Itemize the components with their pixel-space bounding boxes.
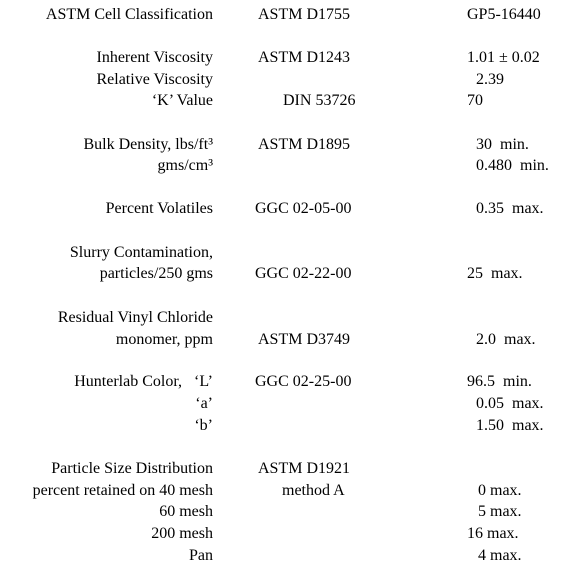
property-label: ‘b’ xyxy=(194,417,213,434)
spec-value: 4 max. xyxy=(478,547,522,564)
test-method: DIN 53726 xyxy=(283,92,356,109)
property-label: ‘K’ Value xyxy=(151,92,213,109)
property-label: Inherent Viscosity xyxy=(96,49,214,66)
test-method: GGC 02-25-00 xyxy=(255,373,352,390)
spec-value: 2.0 max. xyxy=(476,331,536,348)
property-label: Particle Size Distribution xyxy=(51,460,213,477)
test-method: ASTM D3749 xyxy=(258,331,351,348)
test-method: GGC 02-05-00 xyxy=(255,200,352,217)
test-method: GGC 02-22-00 xyxy=(255,265,352,282)
property-label: gms/cm³ xyxy=(157,157,213,174)
spec-value: GP5-16440 xyxy=(467,6,541,23)
spec-value: 2.39 xyxy=(476,71,504,88)
test-method: ASTM D1755 xyxy=(258,6,351,23)
property-label: Relative Viscosity xyxy=(96,71,213,88)
spec-value: 0 max. xyxy=(478,482,522,499)
property-label: Pan xyxy=(189,547,213,564)
spec-value: 1.01 ± 0.02 xyxy=(467,49,540,66)
spec-value: 5 max. xyxy=(478,503,522,520)
property-label: Percent Volatiles xyxy=(105,200,213,217)
spec-value: 0.05 max. xyxy=(476,395,544,412)
property-label: monomer, ppm xyxy=(115,331,213,348)
property-label: Slurry Contamination, xyxy=(69,244,213,261)
property-label: percent retained on 40 mesh xyxy=(32,482,213,499)
spec-value: 0.35 max. xyxy=(476,200,544,217)
test-method: ASTM D1921 xyxy=(258,460,351,477)
spec-value: 30 min. xyxy=(476,136,529,153)
property-label: ASTM Cell Classification xyxy=(45,6,213,23)
spec-value: 96.5 min. xyxy=(467,373,532,390)
spec-value: 16 max. xyxy=(467,525,519,542)
test-method: method A xyxy=(282,482,345,499)
property-label: 60 mesh xyxy=(159,503,213,520)
spec-value: 1.50 max. xyxy=(476,417,544,434)
test-method: ASTM D1895 xyxy=(258,136,351,153)
property-label: particles/250 gms xyxy=(99,265,213,282)
property-label: 200 mesh xyxy=(151,525,213,542)
property-label: ‘a’ xyxy=(195,395,213,412)
spec-value: 25 max. xyxy=(467,265,523,282)
property-label: Residual Vinyl Chloride xyxy=(57,309,213,326)
spec-value: 70 xyxy=(467,92,483,109)
test-method: ASTM D1243 xyxy=(258,49,351,66)
property-label: Hunterlab Color, ‘L’ xyxy=(74,373,213,390)
property-label: Bulk Density, lbs/ft³ xyxy=(83,136,213,153)
spec-value: 0.480 min. xyxy=(476,157,549,174)
